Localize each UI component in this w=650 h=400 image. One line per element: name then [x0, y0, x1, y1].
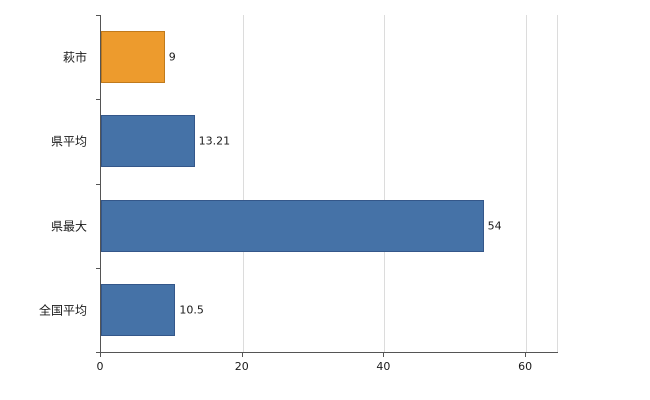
y-axis-tick: [96, 352, 100, 353]
bar-value-label: 13.21: [198, 134, 231, 148]
bar-1[interactable]: [101, 31, 165, 84]
x-tick-label: 0: [96, 360, 104, 373]
y-axis-tick: [96, 15, 100, 16]
y-axis-tick: [96, 99, 100, 101]
y-axis-tick: [96, 267, 100, 269]
gridline: [526, 15, 528, 352]
bar-2[interactable]: [101, 115, 195, 168]
category-label: 全国平均: [38, 303, 87, 318]
bar-value-label: 54: [487, 219, 502, 233]
x-axis-tick: [383, 353, 385, 357]
gridline: [242, 15, 244, 352]
category-label: 萩市: [62, 50, 87, 65]
x-axis-tick: [100, 353, 101, 357]
category-label: 県平均: [50, 134, 87, 149]
bar-value-label: 9: [168, 50, 176, 64]
y-axis-tick: [96, 183, 100, 185]
gridline: [384, 15, 386, 352]
x-axis-tick: [241, 353, 243, 357]
bar-3[interactable]: [101, 199, 484, 252]
bar-value-label: 10.5: [179, 303, 204, 317]
plot-area: 9 13.21 54 10.5: [100, 15, 558, 353]
x-tick-label: 60: [518, 360, 533, 373]
bar-4[interactable]: [101, 283, 176, 336]
x-tick-label: 20: [234, 360, 249, 373]
plot-right-border: [557, 15, 558, 352]
category-label: 県最大: [50, 219, 87, 234]
x-axis-tick: [525, 353, 527, 357]
x-tick-label: 40: [376, 360, 391, 373]
